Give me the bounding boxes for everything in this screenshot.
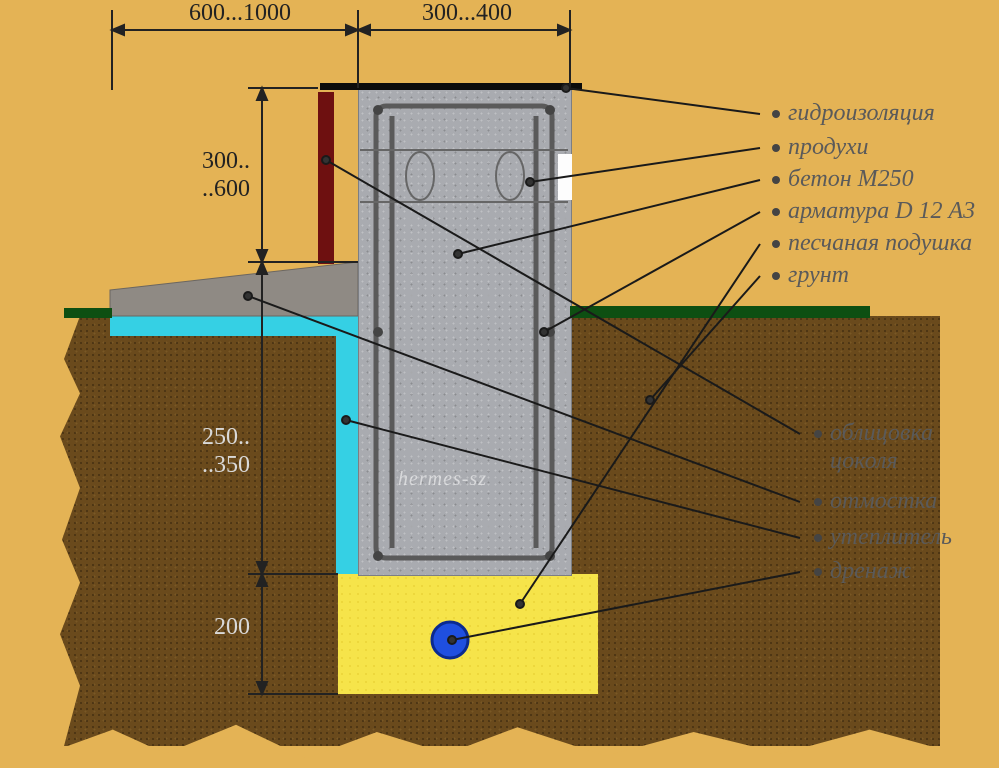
label-dren: дренаж xyxy=(830,558,911,585)
watermark: hermes-sz xyxy=(398,468,487,491)
dim-v2b: ..350 xyxy=(166,452,250,479)
dim-top-right: 300...400 xyxy=(372,0,562,27)
produkh-cut xyxy=(558,154,572,200)
sand-cushion xyxy=(338,574,598,694)
insulation-horizontal xyxy=(110,316,338,336)
label-utep: утеплитель xyxy=(830,524,952,551)
label-hydro: гидроизоляция xyxy=(788,100,935,127)
label-oblic1: облицовка xyxy=(830,420,933,447)
label-oblic2: цоколя xyxy=(830,448,898,475)
hydroiso-top xyxy=(320,83,582,90)
dim-v1a: 300.. xyxy=(166,148,250,175)
dim-v3: 200 xyxy=(176,614,250,641)
insulation-vertical xyxy=(336,316,358,574)
label-armat: арматура D 12 А3 xyxy=(788,198,975,225)
label-pesok: песчаная подушка xyxy=(788,230,972,257)
label-otmost: отмостка xyxy=(830,488,937,515)
dim-v2a: 250.. xyxy=(166,424,250,451)
plinth-cladding xyxy=(318,92,334,264)
grass-left xyxy=(64,308,112,318)
label-beton: бетон М250 xyxy=(788,166,914,193)
foundation-concrete xyxy=(358,88,572,576)
dim-top-left: 600...1000 xyxy=(140,0,340,27)
dim-v1b: ..600 xyxy=(166,176,250,203)
label-grunt: грунт xyxy=(788,262,849,289)
grass-right xyxy=(570,306,870,318)
label-produhi: продухи xyxy=(788,134,869,161)
